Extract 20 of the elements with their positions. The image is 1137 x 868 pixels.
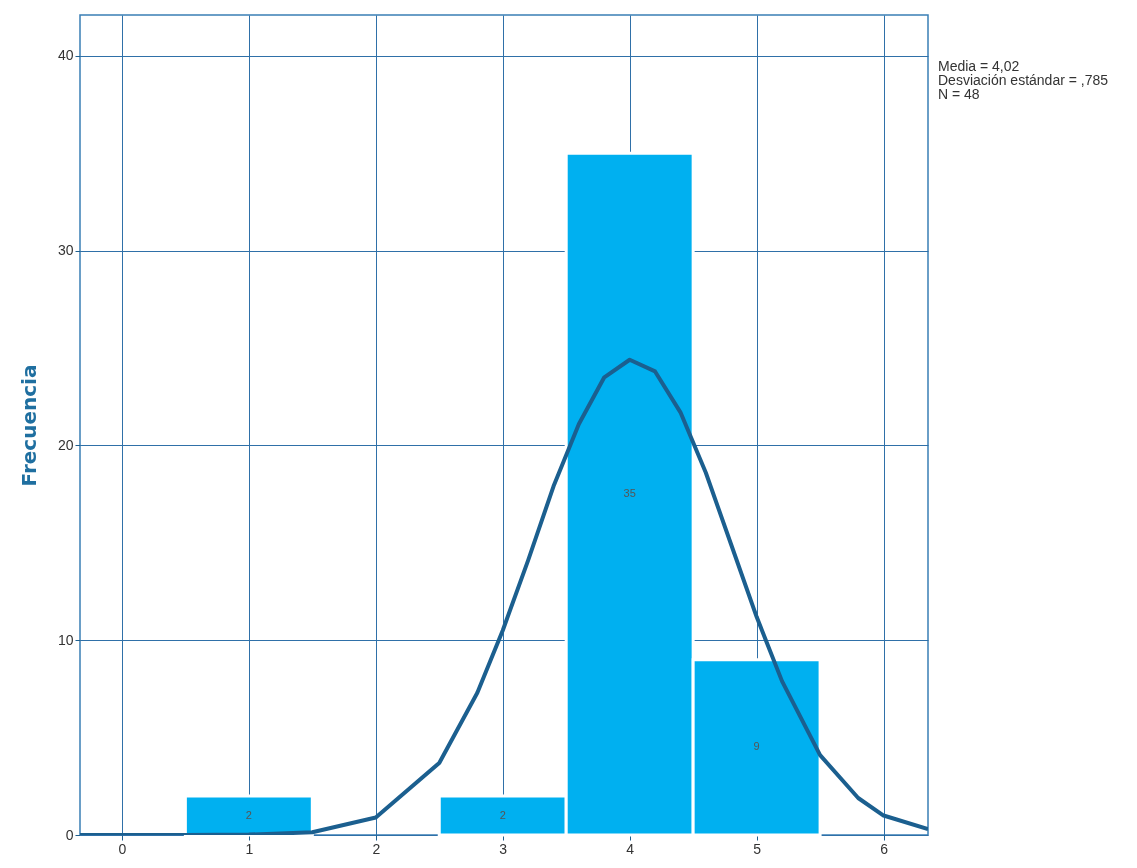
text: Desviación estándar = ,785 bbox=[938, 72, 1109, 88]
data-label: 2 bbox=[499, 808, 506, 821]
y-tick-label: 0 bbox=[65, 826, 74, 843]
x-tick-label: 3 bbox=[499, 840, 508, 857]
data-label: 9 bbox=[753, 740, 760, 753]
text: Media = 4,02 bbox=[938, 58, 1020, 74]
x-tick-label: 2 bbox=[372, 840, 381, 857]
text: N = 48 bbox=[938, 86, 980, 102]
y-axis-title: Frecuencia bbox=[16, 364, 41, 487]
y-tick-label: 30 bbox=[57, 242, 74, 259]
data-label: 2 bbox=[245, 808, 252, 821]
x-tick-label: 0 bbox=[118, 840, 127, 857]
y-tick-label: 40 bbox=[57, 47, 74, 64]
x-tick-label: 4 bbox=[626, 840, 635, 857]
y-tick-label: 20 bbox=[57, 436, 74, 453]
x-tick-label: 6 bbox=[880, 840, 889, 857]
y-tick-label: 10 bbox=[57, 631, 74, 648]
x-tick-label: 1 bbox=[245, 840, 254, 857]
data-label: 35 bbox=[623, 487, 636, 500]
x-tick-label: 5 bbox=[753, 840, 762, 857]
